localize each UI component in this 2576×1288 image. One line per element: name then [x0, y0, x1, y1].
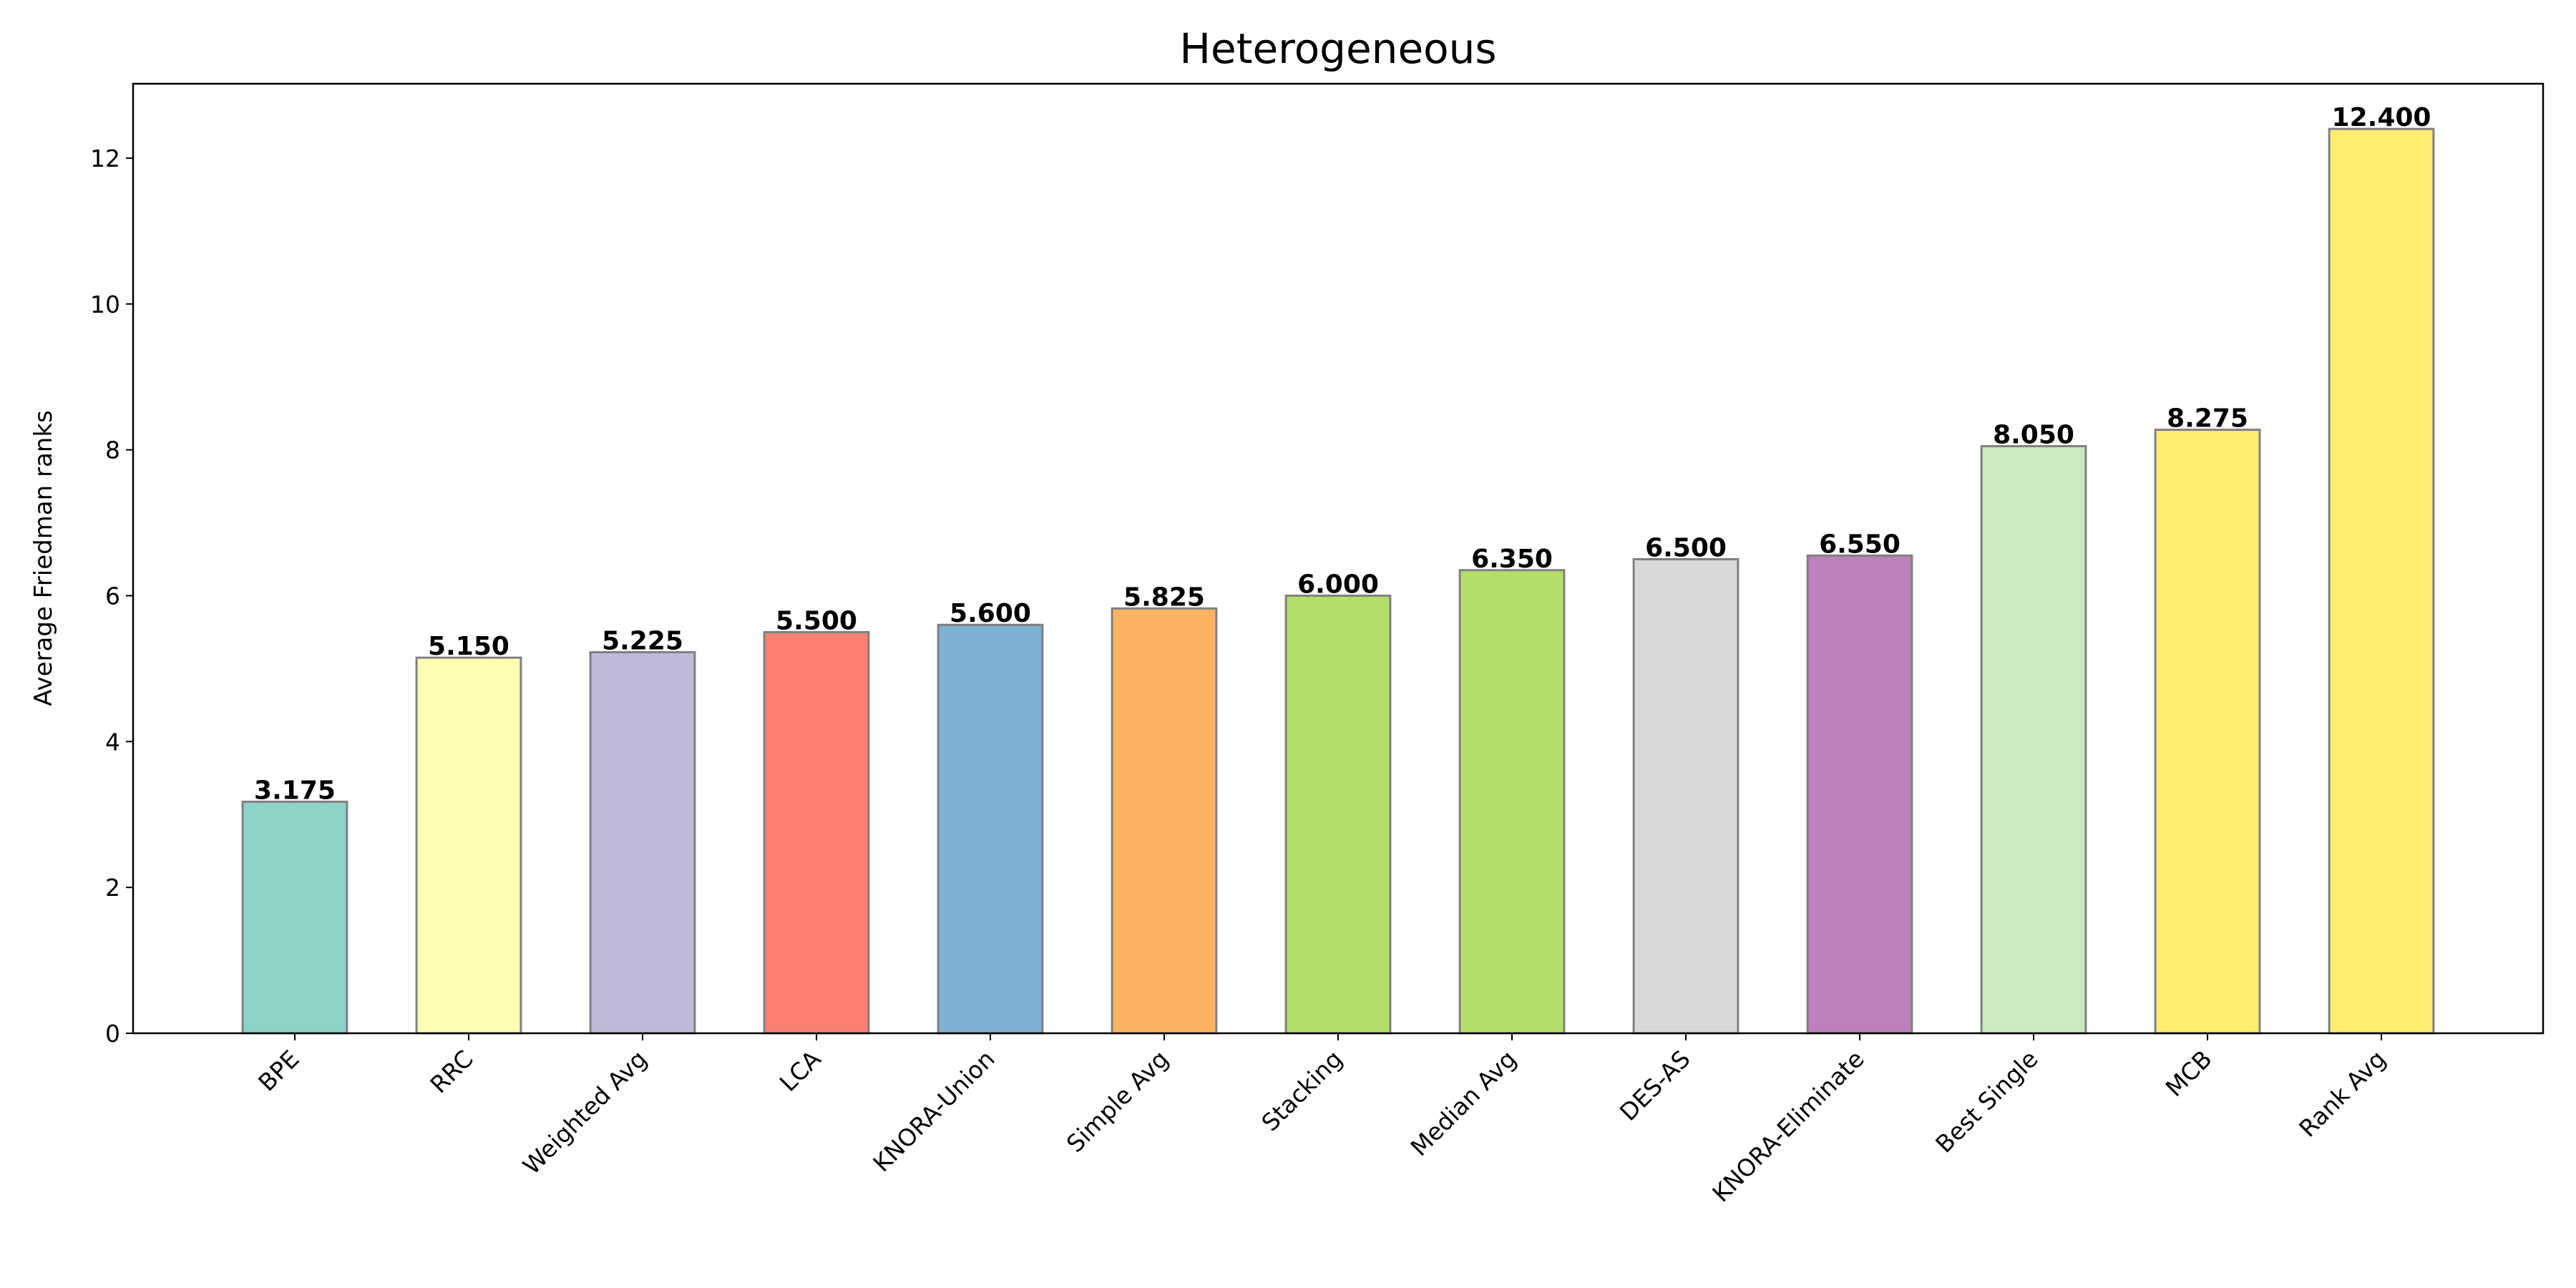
y-tick-label: 10 [90, 291, 120, 318]
y-axis-label: Average Friedman ranks [29, 410, 58, 706]
x-tick-label: KNORA-Union [867, 1045, 1000, 1177]
bar-value-label: 5.600 [950, 599, 1031, 628]
bar [2328, 127, 2435, 1035]
x-tick-label: MCB [2160, 1045, 2218, 1102]
chart-title: Heterogeneous [1179, 24, 1496, 73]
bar-value-label: 5.500 [776, 606, 857, 635]
x-tick-label: RRC [425, 1045, 479, 1098]
plot-frame [132, 82, 2545, 1035]
bar [589, 650, 696, 1035]
bar-value-label: 12.400 [2332, 103, 2431, 132]
bar [763, 630, 870, 1035]
y-tick-label: 4 [105, 728, 120, 756]
bar-value-label: 5.225 [602, 626, 683, 655]
x-tick-label: Best Single [1930, 1045, 2043, 1158]
x-tick-label: Median Avg [1405, 1045, 1522, 1161]
bar-value-label: 6.500 [1645, 534, 1727, 563]
x-tick-label: Rank Avg [2293, 1045, 2391, 1143]
bar [1111, 607, 1218, 1035]
bar [1284, 594, 1392, 1035]
x-tick-label: LCA [774, 1045, 826, 1097]
bar-value-label: 6.000 [1297, 570, 1379, 599]
bar [1458, 569, 1566, 1035]
bar [1980, 445, 2087, 1035]
y-tick-label: 12 [90, 145, 120, 172]
x-tick-label: Weighted Avg [517, 1045, 653, 1180]
bar [415, 656, 522, 1035]
x-tick-label: DES-AS [1614, 1045, 1696, 1126]
x-tick-label: KNORA-Eliminate [1707, 1045, 1869, 1207]
bar-value-label: 5.150 [428, 632, 509, 661]
bar [1632, 558, 1740, 1035]
x-tick-label: Stacking [1256, 1045, 1347, 1136]
bar-value-label: 5.825 [1123, 582, 1205, 612]
y-tick-label: 8 [105, 436, 120, 464]
bar [2154, 429, 2261, 1035]
bar-value-label: 6.350 [1471, 545, 1553, 574]
bar-value-label: 8.275 [2167, 404, 2248, 434]
bar-value-label: 6.550 [1819, 530, 1901, 559]
bar [937, 623, 1044, 1035]
bar [1806, 554, 1913, 1035]
y-tick-label: 2 [105, 874, 120, 902]
bar-value-label: 8.050 [1993, 421, 2074, 450]
bar-value-label: 3.175 [254, 776, 336, 805]
bar [241, 800, 348, 1035]
y-tick-label: 6 [105, 582, 120, 610]
y-tick-label: 0 [105, 1020, 120, 1048]
x-tick-label: BPE [253, 1045, 304, 1096]
x-tick-label: Simple Avg [1061, 1045, 1174, 1158]
